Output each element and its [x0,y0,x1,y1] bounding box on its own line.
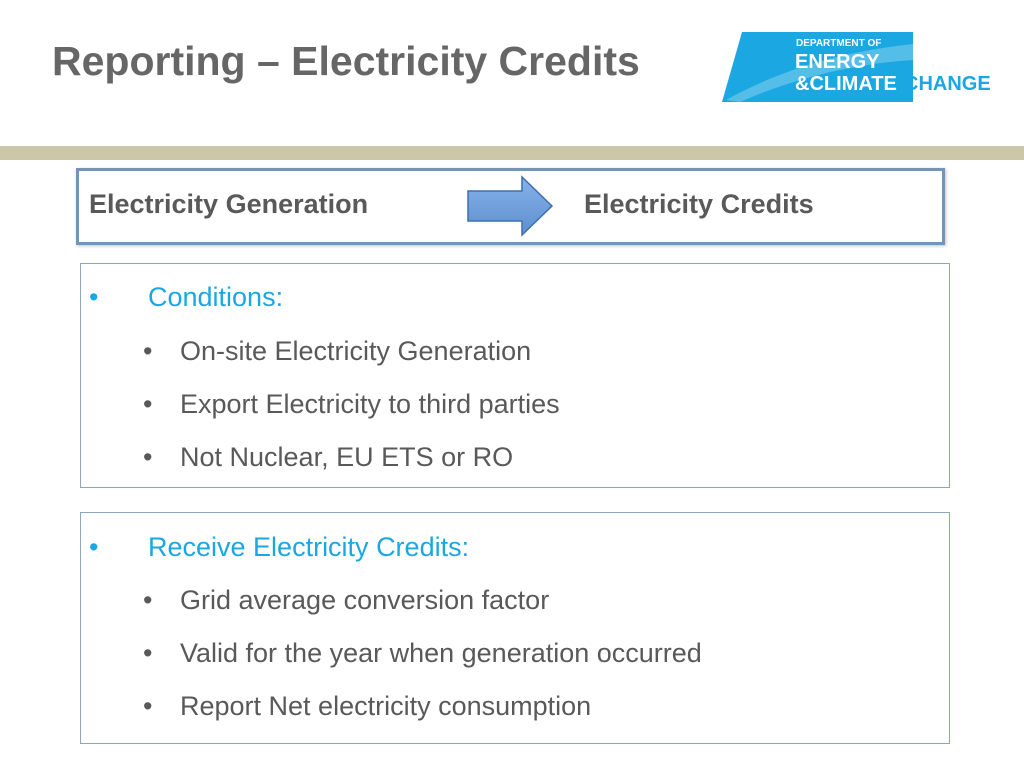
logo-line-department: DEPARTMENT OF [796,38,881,49]
flow-label-generation: Electricity Generation [89,189,369,219]
bullet: • [89,532,99,562]
logo-tile [722,32,913,102]
bullet: • [89,282,99,312]
sub-bullet: • [143,336,153,366]
list-item-text: Valid for the year when generation occur… [180,638,702,668]
flow-label-credits: Electricity Credits [584,189,814,219]
list-item-text: Report Net electricity consumption [180,691,592,721]
sub-bullet: • [143,389,153,419]
flow-box: Electricity Generation Electricity Credi… [76,168,945,245]
conditions-panel: • Conditions: • On-site Electricity Gene… [80,263,950,488]
sub-bullet: • [143,442,153,472]
logo-swoosh [726,44,913,102]
sub-bullet: • [143,638,153,668]
list-item-text: Not Nuclear, EU ETS or RO [180,442,514,472]
header-divider [0,146,1024,160]
decc-logo: DEPARTMENT OF ENERGY &CLIMATE CHANGE [722,32,991,102]
sub-bullet: • [143,585,153,615]
list-item-text: On-site Electricity Generation [180,336,532,366]
arrow-right-icon [467,175,554,237]
sub-bullet: • [143,691,153,721]
list-item-text: Grid average conversion factor [180,585,550,615]
logo-line-energy: ENERGY [795,51,880,73]
credits-heading-text: Receive Electricity Credits: [148,532,470,562]
conditions-heading-text: Conditions: [148,282,284,312]
credits-panel: • Receive Electricity Credits: • Grid av… [80,512,950,744]
logo-line-climate: &CLIMATE [795,73,897,95]
slide-title: Reporting – Electricity Credits [52,38,640,84]
logo-line-change: CHANGE [904,73,991,95]
list-item-text: Export Electricity to third parties [180,389,560,419]
